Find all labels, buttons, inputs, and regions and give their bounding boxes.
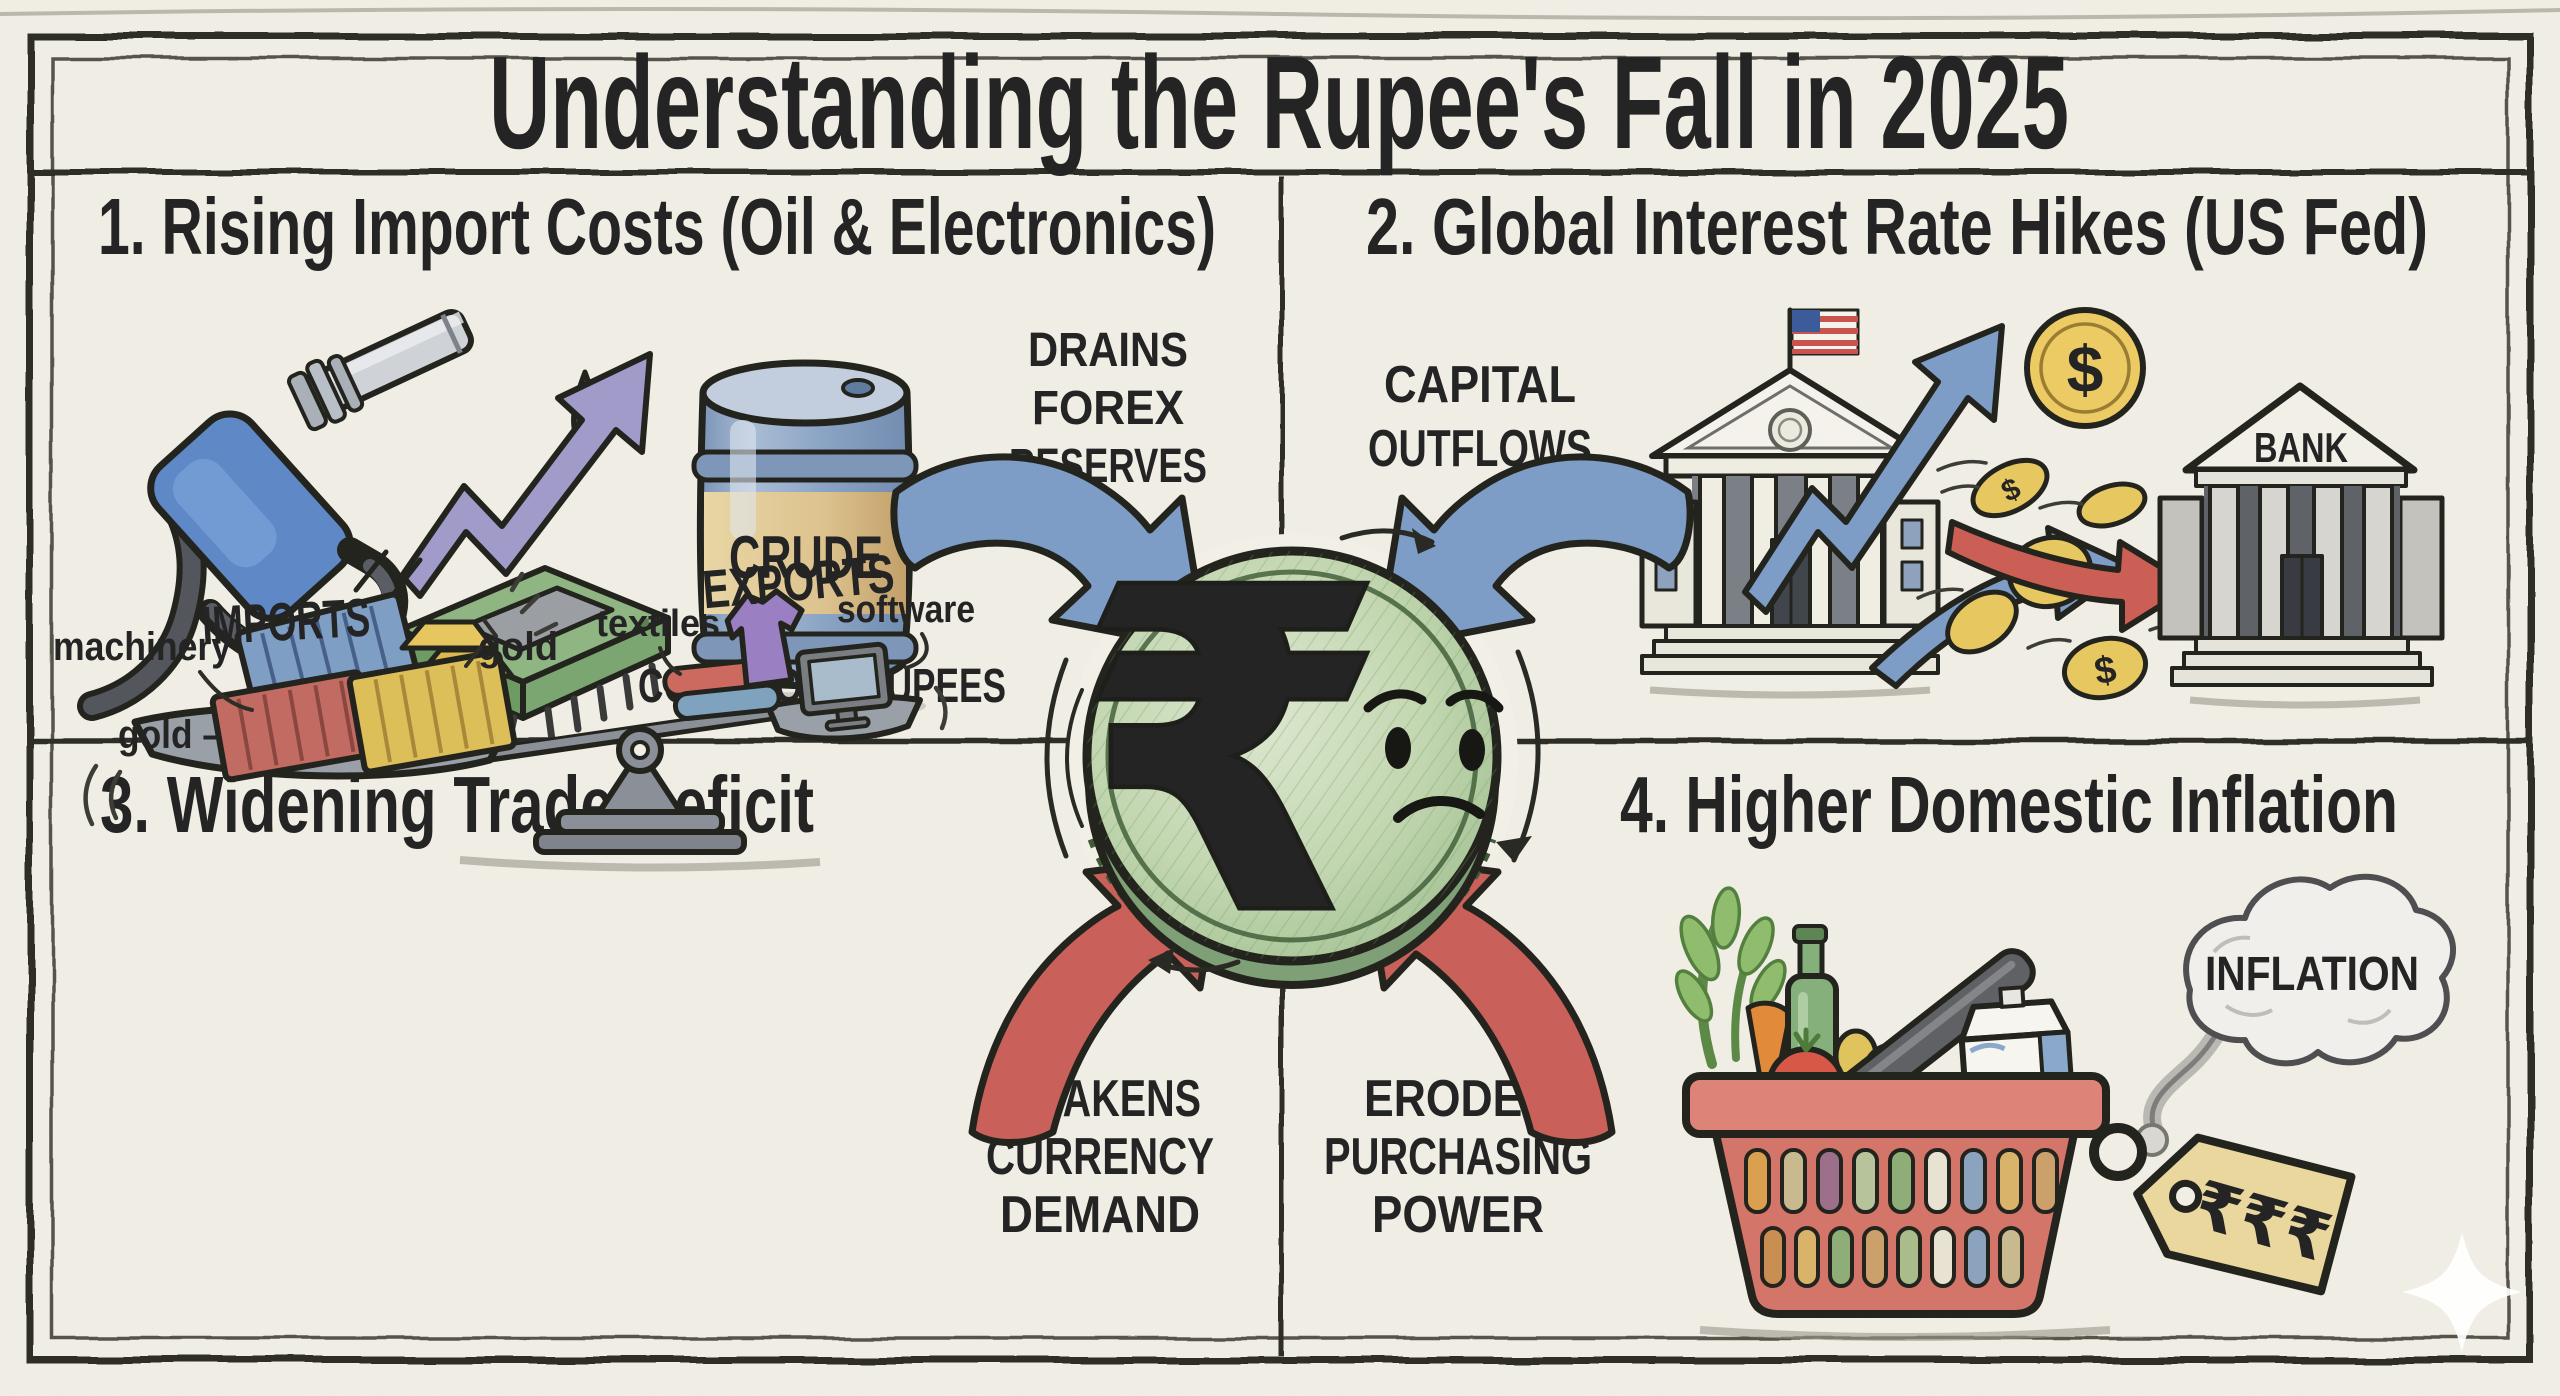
basket-rim <box>1682 1072 2110 1138</box>
basket-slots <box>1744 1148 2059 1288</box>
exports-goods <box>662 588 893 732</box>
shopping-basket-icon: MILK <box>1674 886 2111 1341</box>
blue-arrow-right <box>1373 453 1694 654</box>
bank-label: BANK <box>2254 424 2348 471</box>
rupee-symbol: ₹ <box>1079 509 1385 1000</box>
svg-text:POWER: POWER <box>1372 1186 1544 1244</box>
us-flag-icon <box>1790 308 1860 356</box>
gold-label-left: gold – <box>118 713 222 757</box>
tshirt-icon <box>724 588 805 690</box>
price-tag-icon: ₹₹₹ <box>2089 1123 2356 1296</box>
textiles-label: textiles <box>596 603 720 645</box>
paper-crease <box>0 7 2560 21</box>
q1-caption-drains: DRAINS FOREX RESERVES <box>1009 324 1207 493</box>
greens-icon <box>1674 886 1787 1069</box>
imports-label: IMPORTS <box>201 588 372 657</box>
dollar-coin-icon: $ <box>2024 307 2146 429</box>
q2-caption-capital: CAPITAL OUTFLOWS <box>1368 356 1592 478</box>
machinery-label: machinery <box>53 625 232 669</box>
sparkle-icon <box>2402 1232 2522 1352</box>
q2-heading: 2. Global Interest Rate Hikes (US Fed) <box>1366 182 2428 271</box>
outflow-arrow <box>1945 519 2195 633</box>
q1-heading: 1. Rising Import Costs (Oil & Electronic… <box>98 182 1216 271</box>
flying-coins-icon: $ $ $ <box>1916 457 2195 701</box>
rupee-coin-icon: ₹ <box>1044 505 1541 1005</box>
q4-heading: 4. Higher Domestic Inflation <box>1620 760 2398 849</box>
blue-arrow-left <box>890 453 1211 654</box>
shipping-containers-icon <box>209 571 559 783</box>
worried-face-icon <box>1363 689 1504 823</box>
inflation-label: INFLATION <box>2205 948 2419 1001</box>
crude-label: CRUDE <box>729 524 883 591</box>
inflation-cloud-icon: INFLATION <box>2183 873 2456 1067</box>
gold-label-right: gold <box>478 625 558 669</box>
svg-text:$: $ <box>2067 332 2104 406</box>
svg-text:DRAINS: DRAINS <box>1028 324 1188 377</box>
q3-labels: IMPORTS EXPORTS machinery gold gold – te… <box>53 544 975 757</box>
svg-text:CAPITAL: CAPITAL <box>1384 356 1576 414</box>
software-label: software <box>837 589 975 631</box>
bank-building-icon: BANK <box>2157 382 2445 709</box>
page-title: Understanding the Rupee's Fall in 2025 <box>489 29 2069 176</box>
computer-monitor-icon <box>795 641 893 732</box>
svg-text:DEMAND: DEMAND <box>1000 1186 1200 1244</box>
svg-text:FOREX: FOREX <box>1032 382 1184 435</box>
